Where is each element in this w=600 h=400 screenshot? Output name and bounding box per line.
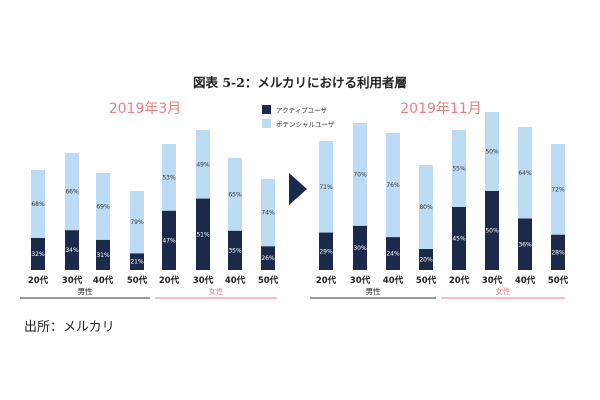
bar-potential: [130, 191, 144, 254]
data-label-active: 29%: [319, 248, 333, 255]
bar-active: [386, 237, 400, 270]
data-label-active: 30%: [353, 245, 367, 252]
bar-potential: [65, 153, 79, 231]
period-title: 2019年3月: [109, 101, 182, 117]
x-tick-label: 40代: [93, 275, 114, 286]
data-label-active: 35%: [228, 247, 242, 254]
data-label-active: 34%: [65, 247, 79, 254]
data-label-potential: 72%: [551, 186, 565, 193]
bar-active: [551, 234, 565, 270]
x-tick-label: 30代: [62, 275, 83, 286]
data-label-active: 36%: [518, 241, 532, 248]
chart-panels: 2019年3月 68% 32% 20代 66% 34% 30代 69% 31% 40代 79% 21%…: [20, 101, 569, 299]
x-tick-label: 20代: [28, 275, 49, 286]
data-label-potential: 68%: [31, 201, 45, 208]
arrow-icon: [289, 173, 307, 205]
bar-potential: [31, 170, 45, 238]
bar-active: [130, 253, 144, 270]
figure-title: 図表 5-2：メルカリにおける利用者層: [192, 75, 408, 90]
data-label-active: 47%: [162, 237, 176, 244]
data-label-active: 45%: [452, 236, 466, 243]
x-tick-label: 20代: [449, 275, 470, 286]
data-label-active: 20%: [419, 257, 433, 264]
data-label-potential: 55%: [452, 166, 466, 173]
x-tick-label: 20代: [159, 275, 180, 286]
bar-active: [261, 246, 275, 270]
source-caption: 出所：メルカリ: [24, 320, 115, 335]
bar-potential: [196, 130, 210, 199]
data-label-active: 50%: [485, 228, 499, 235]
data-label-potential: 65%: [228, 191, 242, 198]
bar-potential: [353, 123, 367, 226]
bar-potential: [228, 158, 242, 231]
chart-panel-0: 2019年3月 68% 32% 20代 66% 34% 30代 69% 31% 40代 79% 21%…: [20, 101, 279, 299]
data-label-potential: 80%: [419, 204, 433, 211]
chart-panel-1: 2019年11月 71% 29% 20代 70% 30% 30代 76% 24% 40代 80% 20…: [310, 101, 569, 299]
x-tick-label: 40代: [383, 275, 404, 286]
bar-active: [353, 225, 367, 270]
bar-active: [319, 232, 333, 270]
bar-active: [96, 239, 110, 270]
bar-potential: [96, 173, 110, 240]
bar-active: [196, 198, 210, 270]
bar-potential: [319, 141, 333, 233]
bar-active: [228, 230, 242, 270]
data-label-active: 28%: [551, 249, 565, 256]
data-label-potential: 71%: [319, 184, 333, 191]
legend-swatch-1: [262, 119, 271, 128]
data-label-potential: 53%: [162, 174, 176, 181]
data-label-active: 31%: [96, 252, 110, 259]
bar-potential: [551, 144, 565, 235]
x-tick-label: 20代: [316, 275, 337, 286]
group-label-male: 男性: [78, 286, 93, 296]
bar-active: [162, 210, 176, 270]
bar-active: [518, 218, 532, 270]
x-tick-label: 50代: [258, 275, 279, 286]
x-tick-label: 40代: [515, 275, 536, 286]
bar-potential: [518, 127, 532, 219]
bar-potential: [162, 144, 176, 211]
data-label-potential: 74%: [261, 210, 275, 217]
x-tick-label: 30代: [350, 275, 371, 286]
x-tick-label: 30代: [482, 275, 503, 286]
data-label-potential: 69%: [96, 203, 110, 210]
data-label-active: 51%: [196, 231, 210, 238]
data-label-active: 32%: [31, 251, 45, 258]
x-tick-label: 40代: [225, 275, 246, 286]
x-tick-label: 30代: [193, 275, 214, 286]
x-tick-label: 50代: [548, 275, 569, 286]
data-label-potential: 70%: [353, 171, 367, 178]
bar-potential: [261, 179, 275, 247]
transition-arrow: [289, 173, 307, 205]
group-label-female: 女性: [209, 286, 224, 296]
data-label-potential: 66%: [65, 189, 79, 196]
data-label-active: 24%: [386, 251, 400, 258]
bar-potential: [485, 112, 499, 191]
bar-active: [31, 238, 45, 270]
bar-potential: [419, 165, 433, 249]
legend-label-0: アクティブユーザ: [276, 106, 328, 115]
legend-label-1: ポテンシャルユーザ: [276, 121, 335, 129]
data-label-potential: 76%: [386, 182, 400, 189]
data-label-potential: 50%: [485, 149, 499, 156]
bar-active: [419, 249, 433, 270]
x-tick-label: 50代: [127, 275, 148, 286]
bar-active: [452, 207, 466, 270]
legend-swatch-0: [262, 105, 271, 114]
data-label-potential: 49%: [196, 161, 210, 168]
group-label-male: 男性: [366, 286, 381, 296]
data-label-active: 21%: [130, 259, 144, 266]
bar-potential: [386, 133, 400, 238]
data-label-potential: 64%: [518, 170, 532, 177]
bar-active: [485, 191, 499, 270]
period-title: 2019年11月: [400, 101, 481, 117]
data-label-potential: 79%: [130, 219, 144, 226]
data-label-active: 26%: [261, 255, 275, 262]
bar-potential: [452, 130, 466, 207]
bar-active: [65, 230, 79, 270]
x-tick-label: 50代: [416, 275, 437, 286]
group-label-female: 女性: [496, 286, 511, 296]
